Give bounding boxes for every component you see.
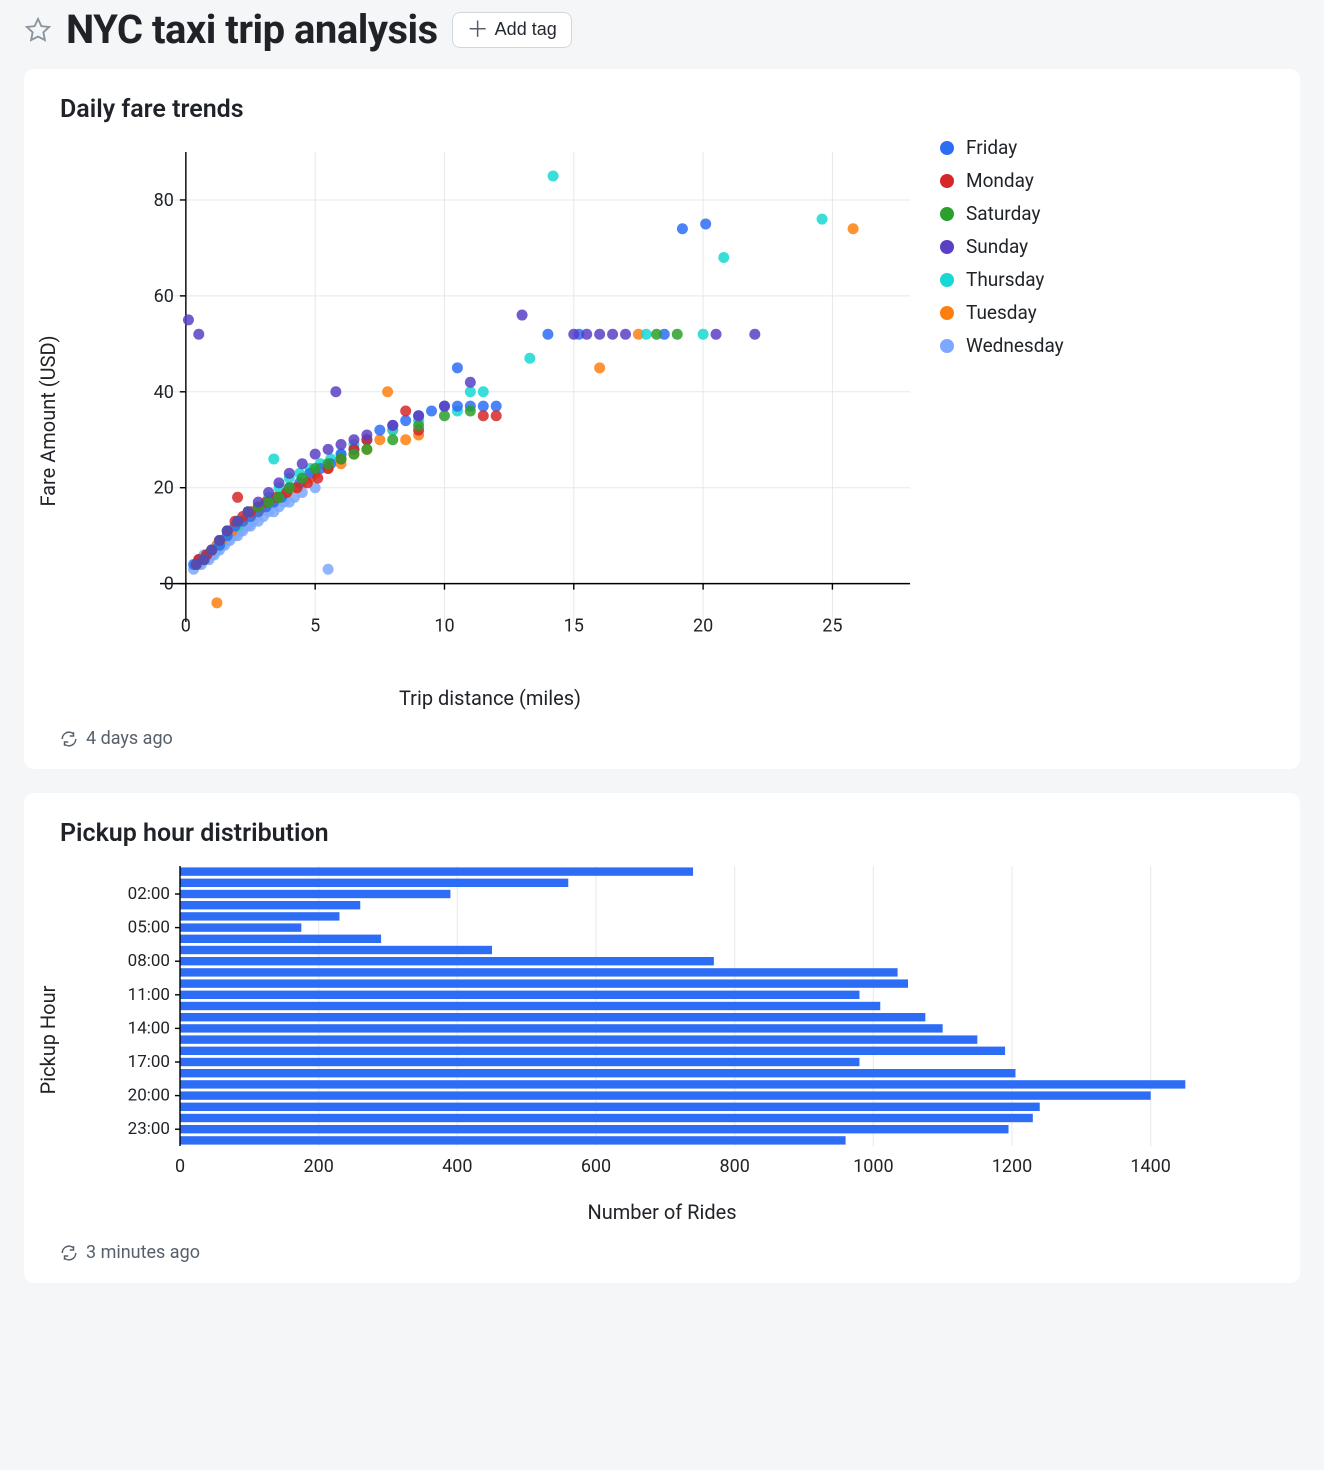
legend-label: Thursday — [966, 268, 1044, 291]
plus-icon: ＋ — [467, 19, 489, 41]
svg-text:1200: 1200 — [992, 1156, 1032, 1177]
svg-text:200: 200 — [303, 1156, 333, 1177]
svg-text:11:00: 11:00 — [128, 985, 170, 1005]
legend-label: Wednesday — [966, 334, 1064, 357]
svg-text:05:00: 05:00 — [128, 918, 170, 938]
legend-label: Tuesday — [966, 301, 1037, 324]
svg-text:0: 0 — [181, 616, 191, 637]
svg-text:5: 5 — [310, 616, 320, 637]
svg-text:400: 400 — [442, 1156, 472, 1177]
svg-text:1400: 1400 — [1130, 1156, 1170, 1177]
scatter-title: Daily fare trends — [60, 95, 1264, 124]
bar-footer: 3 minutes ago — [60, 1242, 1264, 1263]
bar-title: Pickup hour distribution — [60, 819, 1264, 848]
svg-text:10: 10 — [434, 616, 454, 637]
legend-swatch — [940, 240, 954, 254]
svg-text:23:00: 23:00 — [128, 1119, 170, 1139]
refresh-icon — [60, 730, 78, 748]
scatter-footer: 4 days ago — [60, 728, 1264, 749]
scatter-plot-area: Fare Amount (USD) 0204060800510152025 Tr… — [60, 132, 920, 710]
svg-text:20: 20 — [693, 616, 713, 637]
legend-item[interactable]: Sunday — [940, 235, 1064, 258]
star-icon[interactable] — [24, 16, 52, 44]
page-title: NYC taxi trip analysis — [66, 6, 438, 53]
legend-swatch — [940, 207, 954, 221]
add-tag-label: Add tag — [495, 19, 557, 40]
legend-item[interactable]: Saturday — [940, 202, 1064, 225]
svg-text:25: 25 — [822, 616, 842, 637]
svg-text:17:00: 17:00 — [128, 1052, 170, 1072]
bar-x-axis-label: Number of Rides — [60, 1200, 1264, 1224]
legend-item[interactable]: Thursday — [940, 268, 1064, 291]
page-header: NYC taxi trip analysis ＋ Add tag — [24, 0, 1300, 69]
scatter-y-axis-label: Fare Amount (USD) — [36, 335, 60, 506]
svg-text:600: 600 — [581, 1156, 611, 1177]
svg-text:20: 20 — [154, 478, 174, 499]
legend-swatch — [940, 306, 954, 320]
scatter-card: Daily fare trends Fare Amount (USD) 0 20 4… — [24, 69, 1300, 769]
svg-text:02:00: 02:00 — [128, 884, 170, 904]
add-tag-button[interactable]: ＋ Add tag — [452, 12, 572, 48]
svg-text:80: 80 — [154, 190, 174, 211]
refresh-icon — [60, 1244, 78, 1262]
legend-swatch — [940, 141, 954, 155]
svg-text:0: 0 — [164, 574, 174, 595]
bar-y-axis-label: Pickup Hour — [36, 986, 60, 1095]
scatter-timestamp: 4 days ago — [86, 728, 173, 749]
legend-swatch — [940, 273, 954, 287]
legend-label: Sunday — [966, 235, 1028, 258]
bar-svg: 0 200 400 600 800 1000 1200 1400 02:00 05:00 08:00… — [60, 856, 1240, 1186]
svg-text:14:00: 14:00 — [128, 1018, 170, 1038]
svg-text:20:00: 20:00 — [128, 1086, 170, 1106]
legend-item[interactable]: Wednesday — [940, 334, 1064, 357]
legend-item[interactable]: Friday — [940, 136, 1064, 159]
legend-item[interactable]: Tuesday — [940, 301, 1064, 324]
scatter-legend: Friday Monday Saturday Sunday Thursday Tuesda… — [940, 132, 1064, 367]
svg-text:1000: 1000 — [853, 1156, 893, 1177]
bar-timestamp: 3 minutes ago — [86, 1242, 200, 1263]
svg-text:800: 800 — [719, 1156, 749, 1177]
legend-item[interactable]: Monday — [940, 169, 1064, 192]
svg-text:40: 40 — [154, 382, 174, 403]
scatter-x-axis-label: Trip distance (miles) — [60, 686, 920, 710]
bar-plot-area: Pickup Hour 020040060080010001200140002:… — [60, 856, 1264, 1224]
legend-swatch — [940, 174, 954, 188]
legend-label: Monday — [966, 169, 1034, 192]
svg-text:15: 15 — [564, 616, 584, 637]
svg-text:08:00: 08:00 — [128, 951, 170, 971]
scatter-svg: 0 20 40 60 80 0 5 10 15 20 25 — [60, 132, 920, 672]
legend-label: Friday — [966, 136, 1017, 159]
legend-label: Saturday — [966, 202, 1040, 225]
bar-card: Pickup hour distribution Pickup Hour 0 20… — [24, 793, 1300, 1283]
svg-text:0: 0 — [175, 1156, 185, 1177]
legend-swatch — [940, 339, 954, 353]
svg-text:60: 60 — [154, 286, 174, 307]
